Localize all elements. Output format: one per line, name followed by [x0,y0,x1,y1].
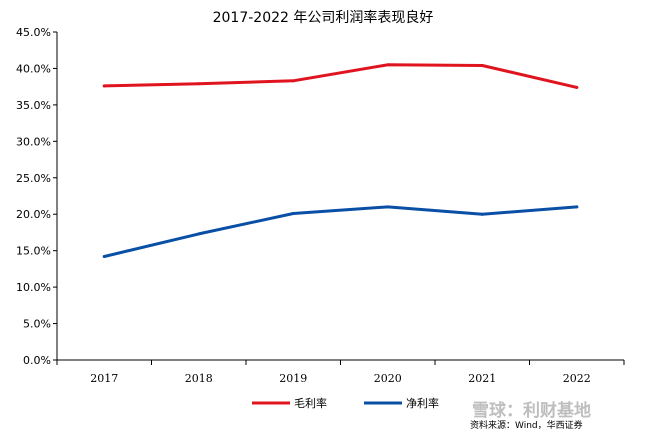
y-tick-label: 0.0% [23,354,51,367]
watermark: 雪球：利财基地 [472,400,591,421]
series-2-point [197,232,201,236]
x-tick-label: 2018 [185,372,213,385]
series-1-point [480,64,484,68]
y-tick-label: 45.0% [16,26,51,39]
series-1-point [102,84,106,88]
y-tick-label: 30.0% [16,135,51,148]
x-tick-label: 2017 [90,372,118,385]
series-1-point [386,63,390,67]
x-tick-label: 2020 [374,372,402,385]
y-tick-label: 35.0% [16,99,51,112]
y-tick-label: 15.0% [16,245,51,258]
series-line-2 [102,205,579,258]
series-2-point [386,205,390,209]
y-tick-label: 5.0% [23,318,51,331]
y-tick-label: 40.0% [16,62,51,75]
series-1-point [575,85,579,89]
y-tick-label: 20.0% [16,208,51,221]
chart-title: 2017-2022 年公司利润率表现良好 [213,9,434,26]
y-tick-label: 10.0% [16,281,51,294]
series-1-point [197,82,201,86]
x-tick-label: 2021 [468,372,496,385]
y-tick-label: 25.0% [16,172,51,185]
series-2-point [291,211,295,215]
series-2-point [102,254,106,258]
series-2-point [480,212,484,216]
series-line-1 [102,63,579,89]
series-2-point [575,205,579,209]
legend-label-1: 毛利率 [294,396,327,410]
legend-label-2: 净利率 [406,396,439,410]
x-tick-label: 2022 [563,372,591,385]
source-note: 资料来源：Wind，华西证券 [470,419,583,431]
series-1-point [291,79,295,83]
legend: 毛利率 净利率 [252,396,439,410]
axes: 0.0% 5.0% 10.0% 15.0% 20.0% 25.0% 30.0% 35.0% 40… [16,26,625,385]
series-layer [102,63,579,258]
x-tick-label: 2019 [279,372,307,385]
